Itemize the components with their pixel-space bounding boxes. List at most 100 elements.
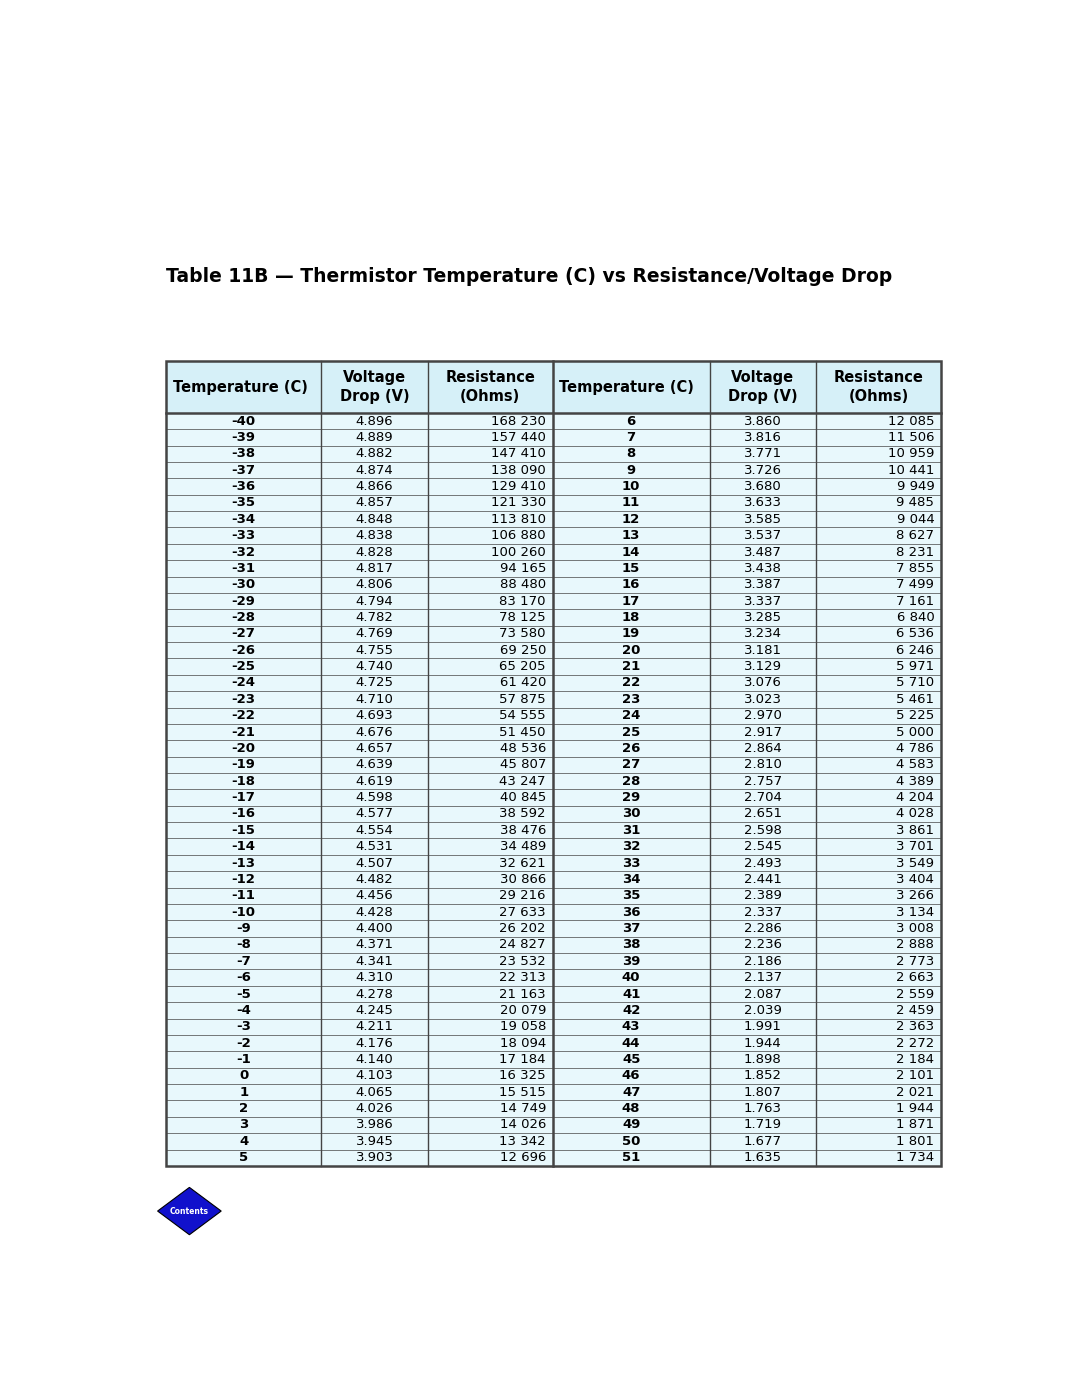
Text: 51 450: 51 450 [499,725,546,739]
Text: 4.725: 4.725 [355,676,393,690]
Text: 4.531: 4.531 [355,840,393,854]
Text: -23: -23 [231,693,256,705]
Bar [166,821,941,838]
Bar [166,446,941,462]
Text: 2 459: 2 459 [896,1004,934,1017]
Text: -20: -20 [231,742,256,754]
Text: -6: -6 [237,971,251,983]
Text: 1.898: 1.898 [744,1053,782,1066]
Text: 1.635: 1.635 [744,1151,782,1164]
Bar [166,1018,941,1035]
Text: -21: -21 [232,725,256,739]
Bar [166,806,941,821]
Text: Temperature (C): Temperature (C) [559,380,694,394]
Text: 3.860: 3.860 [744,415,782,427]
Text: 47: 47 [622,1085,640,1098]
Text: 9 044: 9 044 [896,513,934,525]
Text: -32: -32 [231,546,256,559]
Text: 2.441: 2.441 [744,873,782,886]
Text: 1 871: 1 871 [896,1119,934,1132]
Text: 9 949: 9 949 [896,481,934,493]
Text: -11: -11 [232,890,256,902]
Text: -8: -8 [237,939,251,951]
Text: 32: 32 [622,840,640,854]
Text: 4.400: 4.400 [355,922,393,935]
Text: 3 134: 3 134 [896,905,934,919]
Text: 4.866: 4.866 [355,481,393,493]
Text: 2.186: 2.186 [744,954,782,968]
Text: 4.693: 4.693 [355,710,393,722]
Text: -5: -5 [237,988,251,1000]
Text: 88 480: 88 480 [500,578,546,591]
Text: 4.245: 4.245 [355,1004,393,1017]
Text: 4 786: 4 786 [896,742,934,754]
Text: 4.710: 4.710 [355,693,393,705]
Bar [166,495,941,511]
Text: 113 810: 113 810 [491,513,546,525]
Text: 3.771: 3.771 [744,447,782,461]
Text: 37: 37 [622,922,640,935]
Text: 21 163: 21 163 [499,988,546,1000]
Bar [166,970,941,986]
Text: 3.680: 3.680 [744,481,782,493]
Text: 1.719: 1.719 [744,1119,782,1132]
Text: -14: -14 [231,840,256,854]
Text: 4.755: 4.755 [355,644,393,657]
Text: 54 555: 54 555 [499,710,546,722]
Text: 3.181: 3.181 [744,644,782,657]
Bar [166,543,941,560]
Text: 3: 3 [239,1119,248,1132]
Text: Voltage
Drop (V): Voltage Drop (V) [728,370,798,404]
Text: 3.076: 3.076 [744,676,782,690]
Text: 7 855: 7 855 [896,562,934,576]
Text: 3.945: 3.945 [355,1134,393,1148]
Bar [166,838,941,855]
Text: -24: -24 [231,676,256,690]
Bar [166,692,941,707]
Text: 3 404: 3 404 [896,873,934,886]
Text: 73 580: 73 580 [499,627,546,640]
Text: -36: -36 [231,481,256,493]
Bar [166,592,941,609]
Text: 2.039: 2.039 [744,1004,782,1017]
Bar [166,1133,941,1150]
Text: 4.896: 4.896 [355,415,393,427]
Text: 39: 39 [622,954,640,968]
Text: -13: -13 [231,856,256,869]
Text: 2.236: 2.236 [744,939,782,951]
Bar [166,609,941,626]
Text: 4.211: 4.211 [355,1020,393,1034]
Text: 27 633: 27 633 [499,905,546,919]
Text: 4.769: 4.769 [355,627,393,640]
Text: 44: 44 [622,1037,640,1049]
Bar [166,429,941,446]
Text: 20: 20 [622,644,640,657]
Text: 121 330: 121 330 [491,496,546,510]
Text: 168 230: 168 230 [491,415,546,427]
Text: 3.487: 3.487 [744,546,782,559]
Text: 23 532: 23 532 [499,954,546,968]
Text: 41: 41 [622,988,640,1000]
Bar [166,1052,941,1067]
Bar [166,1150,941,1166]
Text: 5: 5 [239,1151,248,1164]
Bar [166,855,941,872]
Text: Temperature (C): Temperature (C) [173,380,308,394]
Bar [166,887,941,904]
Text: 11 506: 11 506 [888,430,934,444]
Text: 138 090: 138 090 [491,464,546,476]
Text: 30 866: 30 866 [500,873,546,886]
Text: 29 216: 29 216 [499,890,546,902]
Text: 2.864: 2.864 [744,742,782,754]
Text: -2: -2 [237,1037,251,1049]
Text: 15 515: 15 515 [499,1085,546,1098]
Text: -9: -9 [237,922,251,935]
Text: 9 485: 9 485 [896,496,934,510]
Text: 2.810: 2.810 [744,759,782,771]
Text: 3 701: 3 701 [896,840,934,854]
Bar [166,478,941,495]
Text: -38: -38 [231,447,256,461]
Text: 1: 1 [239,1085,248,1098]
Bar [166,773,941,789]
Text: -12: -12 [232,873,256,886]
